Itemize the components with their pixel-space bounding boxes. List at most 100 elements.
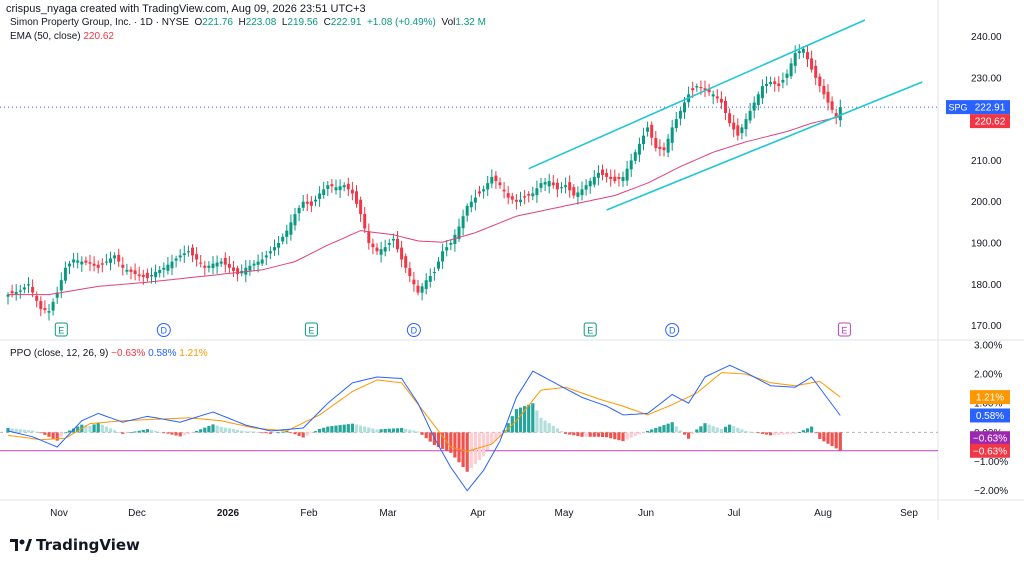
candle-body — [523, 196, 527, 198]
candle-body — [617, 176, 621, 179]
candle-body — [174, 258, 178, 261]
ppo-line-value: 0.58% — [148, 348, 177, 359]
candle-body — [654, 138, 658, 149]
candle-body — [76, 260, 80, 263]
ppo-histogram-bar — [670, 422, 674, 433]
candle-body — [104, 261, 108, 263]
candle-body — [158, 269, 162, 273]
candle-body — [227, 263, 231, 268]
ppo-histogram-bar — [719, 428, 723, 433]
ppo-histogram-bar — [543, 420, 547, 433]
candle-body — [27, 284, 30, 286]
ppo-histogram-bar — [818, 432, 822, 440]
ppo-histogram-bar — [178, 432, 182, 437]
ppo-histogram-bar — [248, 431, 252, 433]
candle-body — [31, 286, 35, 293]
ppo-histogram-bar — [633, 432, 637, 437]
ppo-tick-label: 2.00% — [974, 370, 1002, 381]
symbol-tag — [946, 100, 970, 115]
ppo-histogram-bar — [322, 427, 326, 433]
candle-body — [379, 249, 383, 255]
candle-body — [826, 91, 830, 103]
low-label: L — [281, 17, 288, 28]
ppo-histogram-bar — [43, 432, 47, 435]
ppo-histogram-bar — [490, 432, 494, 445]
candle-body — [810, 58, 814, 70]
candle-body — [818, 76, 822, 87]
ppo-histogram-bar — [59, 432, 63, 437]
time-tick-label: Mar — [379, 508, 397, 519]
ppo-signal-tag — [970, 390, 1010, 405]
ppo-histogram-bar — [145, 429, 149, 433]
candle-body — [527, 193, 531, 196]
ppo-histogram-bar — [453, 432, 457, 458]
candle-body — [359, 199, 363, 215]
ppo-histogram-bar — [174, 432, 178, 436]
marker-label: D — [669, 326, 676, 336]
ppo-histogram-bar — [22, 429, 26, 433]
ppo-histogram-bar — [199, 429, 203, 433]
symbol-tag-label: SPG — [948, 103, 967, 113]
candle-body — [793, 53, 797, 66]
candle-body — [601, 169, 604, 175]
close-label: C — [323, 17, 331, 28]
candle-body — [683, 102, 686, 113]
ppo-histogram-bar — [715, 427, 719, 433]
candle-body — [428, 276, 432, 282]
candle-body — [789, 63, 793, 77]
candle-body — [170, 261, 174, 269]
candle-body — [498, 182, 502, 186]
ppo-histogram-bar — [588, 432, 592, 437]
candle-body — [703, 88, 707, 91]
candle-body — [326, 185, 330, 189]
candle-body — [355, 191, 358, 204]
ppo-histogram-bar — [748, 431, 752, 433]
ppo-histogram-bar — [769, 432, 773, 436]
ppo-signal-value: 1.21% — [179, 348, 208, 359]
channel-lower-line — [606, 81, 923, 211]
earnings-marker — [837, 322, 851, 337]
candle-body — [59, 280, 63, 291]
candle-body — [72, 259, 76, 263]
ppo-histogram-bar — [436, 432, 441, 447]
ppo-histogram-bar — [654, 428, 658, 433]
candle-body — [469, 201, 473, 208]
ppo-histogram-bar — [240, 430, 244, 433]
candle-body — [576, 192, 580, 197]
ppo-histogram-bar — [63, 432, 67, 434]
ppo-line — [7, 364, 841, 492]
candle-body — [584, 185, 588, 190]
candle-body — [191, 247, 194, 256]
candle-body — [199, 262, 203, 264]
ppo-hist-value: −0.63% — [111, 348, 146, 359]
ppo-histogram-bar — [728, 424, 732, 433]
candle-body — [678, 110, 682, 119]
candle-body — [695, 86, 699, 88]
candle-body — [330, 184, 334, 187]
ppo-histogram-bar — [268, 432, 272, 434]
ppo-histogram-bar — [744, 430, 748, 433]
candle-body — [514, 199, 518, 202]
ppo-histogram-bar — [441, 432, 445, 449]
ppo-histogram-bar — [47, 432, 51, 437]
ppo-histogram-bar — [334, 425, 338, 433]
candle-body — [117, 254, 121, 262]
time-tick-label: Feb — [300, 508, 318, 519]
candle-body — [125, 269, 129, 272]
ppo-histogram-bar — [547, 423, 551, 433]
candle-body — [141, 274, 145, 278]
ppo-histogram-bar — [154, 430, 158, 433]
marker-label: E — [308, 326, 314, 336]
ppo-histogram-bar — [359, 425, 363, 433]
ppo-histogram-bar — [789, 432, 793, 435]
candle-body — [363, 213, 367, 229]
ppo-histogram-bar — [231, 429, 236, 433]
candle-body — [830, 101, 834, 110]
candle-body — [35, 295, 39, 301]
time-tick-label: Aug — [814, 508, 832, 519]
candle-body — [806, 52, 809, 60]
candle-body — [43, 308, 47, 311]
ppo-line-tag — [970, 408, 1010, 423]
time-tick-label: Jun — [638, 508, 654, 519]
